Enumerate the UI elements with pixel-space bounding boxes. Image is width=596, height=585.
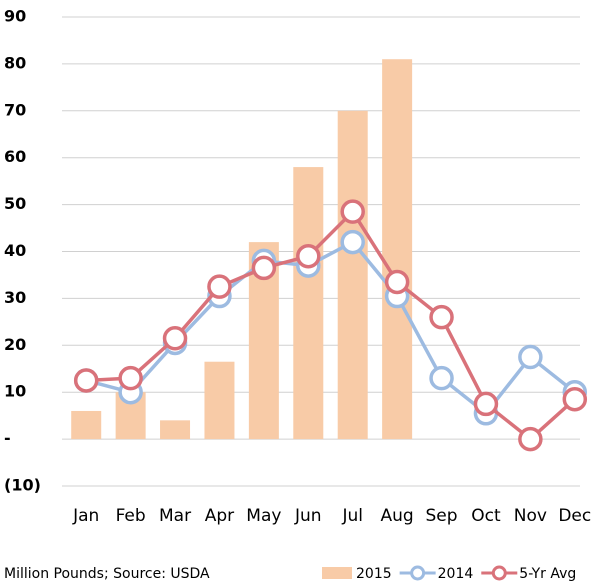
- y-tick-label: 30: [4, 288, 26, 307]
- legend-marker: [410, 565, 426, 581]
- y-tick-label: 60: [4, 147, 26, 166]
- x-tick-label: Feb: [116, 506, 146, 526]
- x-tick-label: Jul: [341, 506, 363, 526]
- x-tick-label: May: [246, 506, 281, 526]
- marker: [207, 274, 232, 299]
- x-tick-label: Jan: [72, 506, 99, 526]
- y-tick-label: 20: [4, 335, 26, 354]
- marker: [429, 365, 454, 391]
- y-tick-label: 40: [4, 241, 26, 260]
- x-tick-label: Dec: [558, 506, 591, 526]
- marker: [162, 326, 188, 351]
- marker: [518, 426, 543, 452]
- bar: [71, 410, 102, 440]
- marker: [73, 368, 99, 393]
- y-tick-label: 80: [4, 53, 26, 72]
- legend-marker: [491, 565, 507, 581]
- marker: [296, 243, 321, 269]
- bar: [382, 59, 413, 440]
- y-tick-label: 70: [4, 100, 26, 119]
- line: [86, 208, 576, 442]
- marker: [473, 391, 499, 417]
- legend-swatch: [322, 567, 352, 579]
- marker: [562, 386, 588, 412]
- y-tick-label: -: [4, 429, 11, 448]
- legend-label: 2014: [438, 566, 474, 582]
- y-tick-label: (10): [4, 476, 41, 495]
- line: [85, 239, 576, 416]
- bar: [337, 110, 368, 440]
- marker: [340, 229, 365, 255]
- x-tick-label: Apr: [205, 506, 234, 526]
- x-tick-label: Sep: [426, 506, 458, 526]
- y-tick-label: 90: [4, 7, 26, 26]
- x-tick-label: Oct: [471, 506, 501, 526]
- x-tick-label: Mar: [159, 506, 191, 526]
- x-tick-label: Jun: [294, 506, 322, 526]
- marker: [518, 344, 543, 370]
- marker: [340, 199, 365, 224]
- marker: [118, 365, 143, 391]
- x-tick-label: Nov: [514, 506, 547, 526]
- legend-label: 2015: [356, 566, 392, 582]
- marker: [429, 304, 454, 330]
- x-tick-label: Aug: [381, 506, 414, 526]
- marker: [384, 269, 410, 295]
- legend-label: 5-Yr Avg: [519, 566, 576, 582]
- bar: [160, 420, 191, 440]
- bar: [293, 167, 324, 440]
- marker: [251, 255, 277, 281]
- bar: [204, 361, 235, 440]
- y-tick-label: 50: [4, 194, 26, 213]
- source-note: Million Pounds; Source: USDA: [4, 566, 210, 582]
- y-tick-label: 10: [4, 382, 26, 401]
